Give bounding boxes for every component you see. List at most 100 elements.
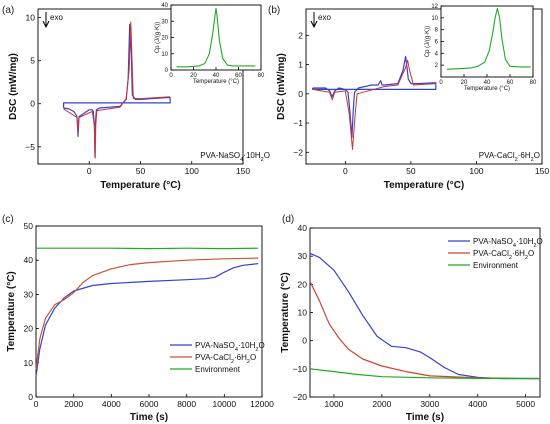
- legend-entry: PVA-CaCl2·6H2O: [473, 249, 534, 261]
- panel-label: (b): [268, 5, 280, 16]
- x-tick-label: 50: [136, 166, 146, 176]
- y-axis-label: DSC (mW/mg): [276, 53, 287, 120]
- x-axis-label: Temperature (°C): [384, 180, 465, 191]
- inset-x-tick-label: 20: [190, 73, 197, 79]
- inset-y-tick-label: 6: [435, 40, 439, 46]
- inset-x-tick-label: 40: [484, 80, 491, 86]
- inset-x-axis-label: Temperature (°C): [464, 86, 510, 92]
- x-axis-label: Time (s): [406, 412, 444, 423]
- x-tick-label: 6000: [140, 399, 159, 409]
- legend-entry: Environment: [473, 261, 519, 270]
- x-tick-label: 8000: [177, 399, 196, 409]
- exo-label: exo: [318, 13, 331, 22]
- x-tick-label: 1000: [324, 399, 343, 409]
- legend-entry: PVA-NaSO4·10H2O: [195, 341, 265, 353]
- y-tick-label: 2: [298, 30, 303, 40]
- y-axis-label: DSC (mW/mg): [8, 53, 19, 120]
- exo-label: exo: [50, 13, 63, 22]
- inset-x-tick-label: 0: [439, 80, 443, 86]
- inset-cp-curve: [446, 7, 531, 70]
- x-tick-label: 100: [185, 166, 199, 176]
- y-tick-label: −2: [293, 147, 303, 157]
- inset-x-tick-label: 60: [235, 73, 242, 79]
- y-tick-label: 10: [26, 13, 36, 23]
- inset-y-tick-label: 10: [431, 16, 438, 22]
- dsc-curve-blue: [312, 55, 437, 139]
- x-tick-label: 150: [236, 166, 250, 176]
- series-pva-cacl2-6h2o: [35, 257, 259, 370]
- y-tick-label: 1: [298, 60, 303, 70]
- y-tick-label: 10: [24, 358, 34, 368]
- panel-label: (d): [282, 214, 294, 225]
- x-tick-label: 4000: [468, 399, 487, 409]
- y-tick-label: 30: [24, 289, 34, 299]
- inset-y-tick-label: 8: [435, 28, 439, 34]
- x-axis-label: Time (s): [130, 412, 168, 423]
- inset-x-tick-label: 20: [461, 80, 468, 86]
- series-pva-naso4-10h2o: [35, 263, 259, 377]
- inset-cp-curve: [176, 7, 256, 68]
- inset-y-tick-label: 40: [161, 3, 168, 9]
- panel-label: (a): [2, 5, 14, 16]
- inset-y-tick-label: 2: [435, 63, 439, 69]
- y-tick-label: 40: [24, 255, 34, 265]
- plot-frame: [305, 8, 543, 165]
- y-tick-label: 30: [298, 251, 308, 261]
- y-tick-label: 5: [30, 56, 35, 66]
- y-tick-label: 0: [28, 392, 33, 402]
- series-pva-naso4-10h2o: [309, 252, 540, 380]
- x-tick-label: 50: [406, 166, 416, 176]
- panel-d: (d) 1000 2000 3000 4000 5000 −20 −10 0 10 20 30 40 Ti…: [280, 214, 543, 423]
- y-tick-label: −1: [293, 118, 303, 128]
- exo-arrowhead: [310, 20, 318, 29]
- y-tick-label: 0: [298, 89, 303, 99]
- inset-background: [171, 5, 261, 70]
- y-tick-label: 0: [30, 99, 35, 109]
- y-tick-label: 20: [24, 324, 34, 334]
- x-tick-label: 0: [343, 166, 348, 176]
- y-tick-label: 50: [24, 221, 34, 231]
- sample-label: PVA-NaSO4·10H2O: [200, 151, 270, 163]
- inset-x-tick-label: 40: [213, 73, 220, 79]
- inset-y-tick-label: 20: [161, 36, 168, 42]
- y-tick-label: 20: [298, 279, 308, 289]
- inset-x-axis-label: Temperature (°C): [193, 79, 239, 85]
- legend-entry: PVA-NaSO4·10H2O: [473, 237, 543, 249]
- inset-x-tick-label: 60: [507, 80, 514, 86]
- x-tick-label: 2000: [372, 399, 391, 409]
- exo-arrowhead: [42, 20, 50, 29]
- inset-y-tick-label: 10: [161, 52, 168, 58]
- y-tick-label: 0: [302, 336, 307, 346]
- y-tick-label: −10: [293, 364, 308, 374]
- y-tick-label: 10: [298, 308, 308, 318]
- panel-c: (c) 0 2000 4000 6000 8000 10000 12000 0 10 20 30 40 5…: [2, 214, 274, 423]
- x-tick-label: 4000: [102, 399, 121, 409]
- inset-background: [441, 6, 533, 77]
- y-tick-label: −20: [293, 392, 308, 402]
- x-tick-label: 100: [469, 166, 483, 176]
- sample-label: PVA-CaCl2·6H2O: [479, 151, 540, 163]
- inset-x-tick-label: 0: [169, 73, 173, 79]
- inset-y-axis-label: Cp (J/(g·K)): [155, 22, 161, 53]
- dsc-curve-red: [63, 21, 171, 159]
- x-tick-label: 3000: [420, 399, 439, 409]
- x-tick-label: 2000: [64, 399, 83, 409]
- x-tick-label: 150: [535, 166, 549, 176]
- inset-y-tick-label: 0: [165, 68, 169, 74]
- y-tick-label: 40: [298, 223, 308, 233]
- inset-x-tick-label: 80: [258, 73, 265, 79]
- dsc-curve-red: [312, 59, 436, 150]
- series-pva-cacl2-6h2o: [309, 281, 541, 380]
- inset-y-tick-label: 4: [435, 51, 439, 57]
- x-tick-label: 0: [87, 166, 92, 176]
- panel-label: (c): [2, 214, 14, 225]
- series-environment: [309, 368, 540, 379]
- inset-y-tick-label: 12: [431, 4, 438, 10]
- x-tick-label: 12000: [250, 399, 274, 409]
- x-axis-label: Temperature (°C): [100, 180, 181, 191]
- legend-entry: PVA-CaCl2·6H2O: [195, 353, 256, 365]
- y-axis-label: Temperature (°C): [6, 271, 17, 352]
